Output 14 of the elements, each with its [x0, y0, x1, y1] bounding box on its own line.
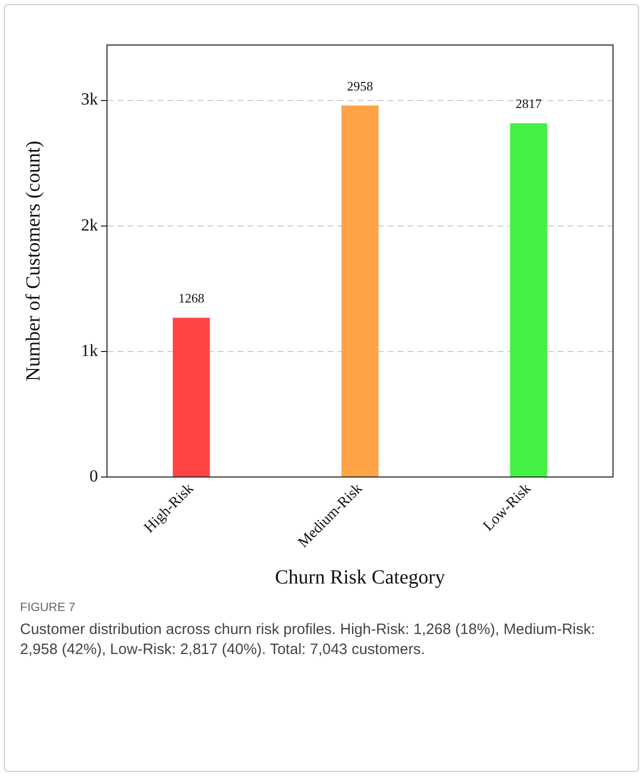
data-label: 2958 — [347, 78, 373, 94]
y-axis-title: Number of Customers (count) — [22, 140, 44, 382]
bar — [341, 106, 379, 476]
data-label: 2817 — [516, 96, 542, 112]
text: Customer distribution across churn risk profiles. High-Risk: 1,268 (18%), Medium-Risk: 2,958 (42%), Low-Risk: 2,817 (40%). Total: 7,043 customers. — [20, 620, 596, 660]
bar — [510, 123, 548, 476]
data-label: 1268 — [178, 290, 204, 306]
y-tick-label: 0 — [90, 466, 98, 486]
bar — [172, 318, 210, 476]
y-tick-label: 3k — [81, 90, 98, 109]
x-axis-title: Churn Risk Category — [275, 566, 445, 588]
y-tick-label: 1k — [81, 340, 98, 360]
y-tick-label: 2k — [81, 215, 98, 234]
caption: FIGURE 7 — [20, 600, 76, 614]
